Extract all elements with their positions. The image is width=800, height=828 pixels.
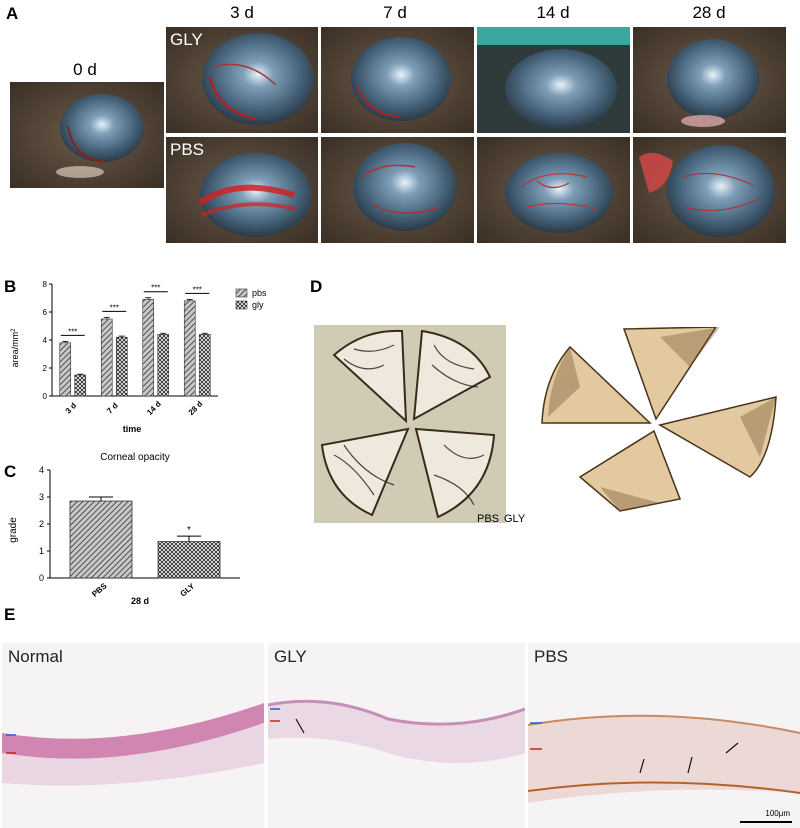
chart-c-xtick-label: GLY bbox=[178, 581, 196, 598]
wholemount-gly bbox=[540, 326, 780, 517]
bar-gly-7d bbox=[115, 336, 128, 397]
sig-label: *** bbox=[151, 284, 160, 293]
eye-photo-pbs-3d: PBS bbox=[166, 137, 318, 243]
sig-label: *** bbox=[193, 285, 202, 294]
chart-b: 0 2 4 6 8 *** 3 d *** 7 d *** 14 d *** 28 d area/mm2… bbox=[10, 280, 267, 434]
legend-swatch-gly bbox=[235, 300, 248, 310]
day-label-28d: 28 d bbox=[692, 3, 726, 22]
bar-gly-14d bbox=[157, 334, 170, 397]
legend-label-pbs: pbs bbox=[252, 288, 267, 298]
wholemount-caption-gly: GLY bbox=[504, 513, 526, 525]
day-label-7d: 7 d bbox=[383, 3, 407, 22]
scale-bar-label: 100μm bbox=[765, 809, 790, 818]
eye-photo-gly-3d: GLY bbox=[166, 27, 318, 133]
row-label-pbs: PBS bbox=[170, 140, 205, 159]
panel-d-letter: D bbox=[310, 277, 323, 296]
bar-pbs-14d bbox=[142, 299, 155, 397]
chart-b-ytick-label: 8 bbox=[43, 280, 48, 289]
chart-b-ylabel: area/mm2 bbox=[10, 328, 20, 368]
bar-gly-28d bbox=[198, 334, 211, 397]
sig-label: *** bbox=[110, 303, 119, 312]
day-label-14d: 14 d bbox=[536, 3, 570, 22]
chart-c-ytick-label: 2 bbox=[39, 519, 44, 529]
sig-label: *** bbox=[68, 327, 77, 336]
eye-photo-pbs-14d bbox=[477, 137, 630, 243]
chart-b-xtick-label: 28 d bbox=[187, 399, 205, 417]
panel-e-letter: E bbox=[4, 605, 16, 624]
chart-c: Corneal opacity 0 1 2 3 4 PBS * GLY grade 28 d bbox=[8, 452, 240, 606]
bar-pbs-3d bbox=[59, 342, 72, 397]
histology-gly: GLY bbox=[268, 643, 525, 828]
eye-photo-pbs-7d bbox=[321, 137, 474, 243]
legend-label-gly: gly bbox=[252, 300, 264, 310]
day0-label: 0 d bbox=[73, 60, 97, 79]
chart-c-xlabel: 28 d bbox=[131, 596, 149, 606]
panel-a-letter: A bbox=[6, 4, 19, 23]
eye-photo-gly-28d bbox=[633, 27, 786, 133]
chart-b-xtick-label: 14 d bbox=[145, 399, 163, 417]
chart-c-ytick-label: 0 bbox=[39, 573, 44, 583]
wholemount-pbs bbox=[314, 325, 506, 523]
histology-label-normal: Normal bbox=[8, 647, 63, 666]
chart-b-ytick-label: 4 bbox=[43, 336, 48, 345]
chart-b-ytick-label: 0 bbox=[43, 392, 48, 401]
chart-b-xtick-label: 7 d bbox=[105, 401, 120, 416]
eye-photo-gly-7d bbox=[321, 27, 474, 133]
legend-swatch-pbs bbox=[235, 288, 248, 298]
histology-normal: Normal bbox=[2, 643, 264, 828]
bar-gly bbox=[157, 541, 221, 579]
eye-photo-pbs-28d bbox=[633, 137, 786, 243]
panel-b-letter: B bbox=[4, 277, 17, 296]
histology-label-gly: GLY bbox=[274, 647, 307, 666]
chart-c-title: Corneal opacity bbox=[100, 452, 169, 463]
sig-label: * bbox=[187, 525, 191, 536]
histology-label-pbs: PBS bbox=[534, 647, 569, 666]
eye-photo-gly-14d bbox=[477, 27, 630, 133]
bar-pbs-28d bbox=[183, 300, 196, 397]
chart-b-ytick-label: 2 bbox=[43, 364, 48, 373]
wholemount-caption-pbs: PBS bbox=[477, 513, 500, 525]
bar-gly-3d bbox=[74, 374, 87, 397]
panel-c-letter: C bbox=[4, 462, 17, 481]
eye-photo-day0 bbox=[10, 82, 164, 188]
chart-b-xtick-label: 3 d bbox=[64, 401, 79, 416]
chart-c-ylabel: grade bbox=[8, 517, 19, 543]
chart-c-ytick-label: 3 bbox=[39, 492, 44, 502]
chart-c-ytick-label: 1 bbox=[39, 546, 44, 556]
histology-pbs: PBS 100μm bbox=[528, 643, 800, 828]
row-label-gly: GLY bbox=[170, 30, 203, 49]
chart-c-xtick-label: PBS bbox=[90, 581, 109, 599]
day-label-3d: 3 d bbox=[230, 3, 254, 22]
chart-b-xlabel: time bbox=[123, 424, 142, 434]
bar-pbs bbox=[69, 500, 133, 579]
bar-pbs-7d bbox=[100, 318, 113, 397]
chart-b-ytick-label: 6 bbox=[43, 308, 48, 317]
chart-c-ytick-label: 4 bbox=[39, 465, 44, 475]
